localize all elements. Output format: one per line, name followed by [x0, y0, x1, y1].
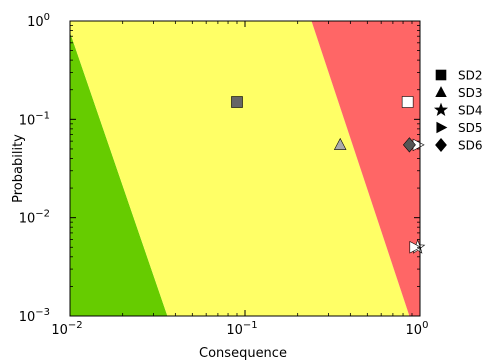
- red-region: [311, 21, 420, 316]
- legend-marker-sd6: [435, 138, 447, 152]
- x-axis-label: Consequence: [199, 346, 287, 361]
- legend-label-sd5: SD5: [458, 121, 483, 135]
- risk-regions: [70, 21, 420, 316]
- data-markers: [231, 96, 426, 254]
- marker-sd2: [401, 96, 414, 108]
- x-tick-label: 10−1: [226, 320, 257, 338]
- legend-marker-sd2: [435, 69, 447, 81]
- y-tick-label: 100: [27, 12, 50, 30]
- x-tick-label: 100: [406, 320, 429, 338]
- y-tick-label: 10−2: [19, 209, 50, 227]
- green-region: [70, 21, 168, 316]
- legend-marker-sd3: [435, 86, 447, 98]
- marker-sd6: [402, 137, 416, 153]
- yellow-region: [70, 21, 410, 316]
- legend: SD2 SD3 SD4 SD5 SD6: [433, 69, 483, 153]
- marker-sd2: [231, 96, 243, 108]
- legend-label-sd6: SD6: [458, 139, 483, 153]
- marker-sd3: [333, 137, 347, 150]
- marker-sd5: [409, 240, 422, 254]
- x-tick-label: 10−2: [51, 320, 82, 338]
- legend-label-sd4: SD4: [458, 104, 483, 118]
- y-tick-label: 10−1: [19, 110, 50, 128]
- legend-label-sd2: SD2: [458, 69, 483, 83]
- legend-marker-sd4: [433, 102, 449, 116]
- legend-marker-sd5: [436, 121, 448, 134]
- y-axis-label: Probability: [11, 134, 26, 203]
- legend-label-sd3: SD3: [458, 86, 483, 100]
- y-tick-label: 10−3: [19, 307, 50, 325]
